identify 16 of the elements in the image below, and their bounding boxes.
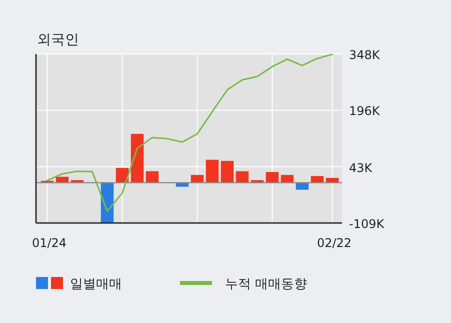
y-tick-label: 348K: [349, 48, 381, 62]
y-tick-label: 43K: [349, 160, 374, 175]
line-series: [46, 54, 333, 212]
bar: [146, 171, 159, 183]
legend-label: 누적 매매동향: [225, 277, 308, 292]
y-tick-label: -109K: [349, 217, 386, 231]
chart-title: 외국인: [37, 32, 79, 48]
y-tick-label: 196K: [349, 104, 381, 118]
x-tick-label: 01/24: [32, 236, 67, 250]
x-tick-label: 02/22: [316, 236, 352, 250]
bar: [236, 171, 249, 183]
legend-label: 일별매매: [70, 277, 122, 292]
bar: [130, 134, 144, 183]
bar: [206, 160, 219, 183]
bar: [220, 160, 234, 183]
bar: [266, 172, 279, 183]
